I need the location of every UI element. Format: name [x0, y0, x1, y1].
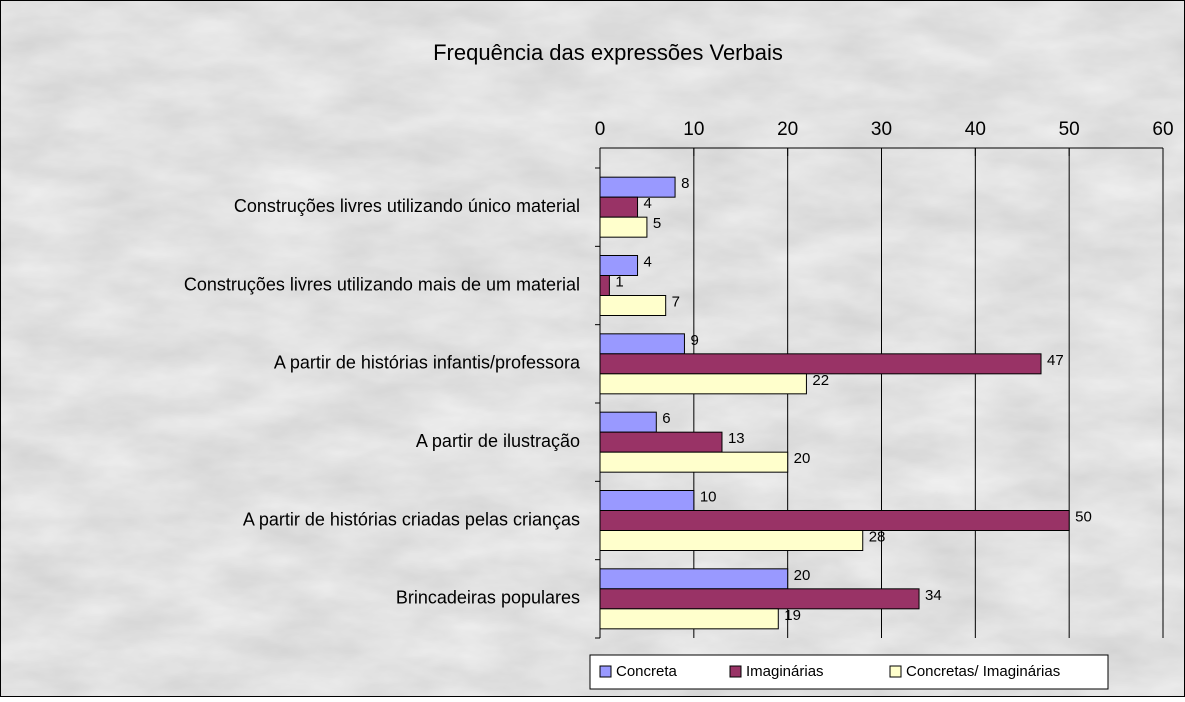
x-tick-label: 20	[777, 119, 798, 140]
bar	[599, 353, 1042, 375]
legend-label: Imaginárias	[746, 663, 824, 680]
legend	[589, 654, 1109, 690]
value-label: 13	[728, 430, 745, 447]
legend-label: Concreta	[616, 663, 678, 680]
x-tick-label: 0	[595, 119, 606, 140]
value-label: 34	[925, 587, 942, 604]
value-label: 28	[869, 528, 886, 545]
value-label: 9	[690, 332, 698, 349]
bar	[599, 451, 789, 473]
bar	[599, 216, 648, 238]
value-label: 50	[1075, 508, 1092, 525]
x-tick-label: 40	[965, 119, 986, 140]
x-tick-label: 60	[1152, 119, 1173, 140]
bar	[599, 568, 789, 590]
value-label: 4	[644, 253, 652, 270]
value-label: 4	[644, 195, 652, 212]
bar	[599, 373, 807, 395]
bar	[599, 255, 639, 276]
value-label: 7	[672, 293, 680, 310]
x-tick-label: 50	[1059, 119, 1080, 140]
bar	[599, 608, 779, 630]
bar	[599, 431, 723, 453]
y-tick-label: A partir de ilustração	[416, 431, 580, 451]
legend-swatch	[729, 665, 742, 678]
bar	[599, 530, 864, 551]
x-tick-label: 10	[683, 119, 704, 140]
bar	[599, 588, 920, 610]
bar	[599, 275, 610, 296]
legend-swatch	[599, 665, 612, 678]
bar	[599, 196, 639, 218]
bar	[599, 295, 667, 316]
y-tick-label: Construções livres utilizando mais de um…	[184, 274, 580, 294]
bar	[599, 411, 657, 433]
bar	[599, 490, 695, 511]
value-label: 20	[794, 567, 811, 584]
value-label: 47	[1047, 352, 1064, 369]
y-tick-label: Brincadeiras populares	[396, 588, 580, 608]
bar	[599, 333, 685, 355]
y-tick-label: A partir de histórias criadas pelas cria…	[243, 509, 580, 529]
value-label: 5	[653, 215, 661, 232]
y-tick-label: Construções livres utilizando único mate…	[234, 196, 580, 216]
legend-label: Concretas/ Imaginárias	[906, 663, 1060, 680]
bar	[599, 176, 676, 198]
value-label: 8	[681, 175, 689, 192]
value-label: 6	[662, 410, 670, 427]
x-tick-label: 30	[871, 119, 892, 140]
y-tick-label: A partir de histórias infantis/professor…	[274, 353, 581, 373]
bar	[599, 510, 1070, 531]
value-label: 20	[794, 450, 811, 467]
value-label: 19	[784, 607, 801, 624]
value-label: 10	[700, 488, 717, 505]
legend-swatch	[889, 665, 902, 678]
value-label: 22	[812, 372, 829, 389]
chart-title: Frequência das expressões Verbais	[433, 40, 783, 65]
value-label: 1	[615, 273, 623, 290]
